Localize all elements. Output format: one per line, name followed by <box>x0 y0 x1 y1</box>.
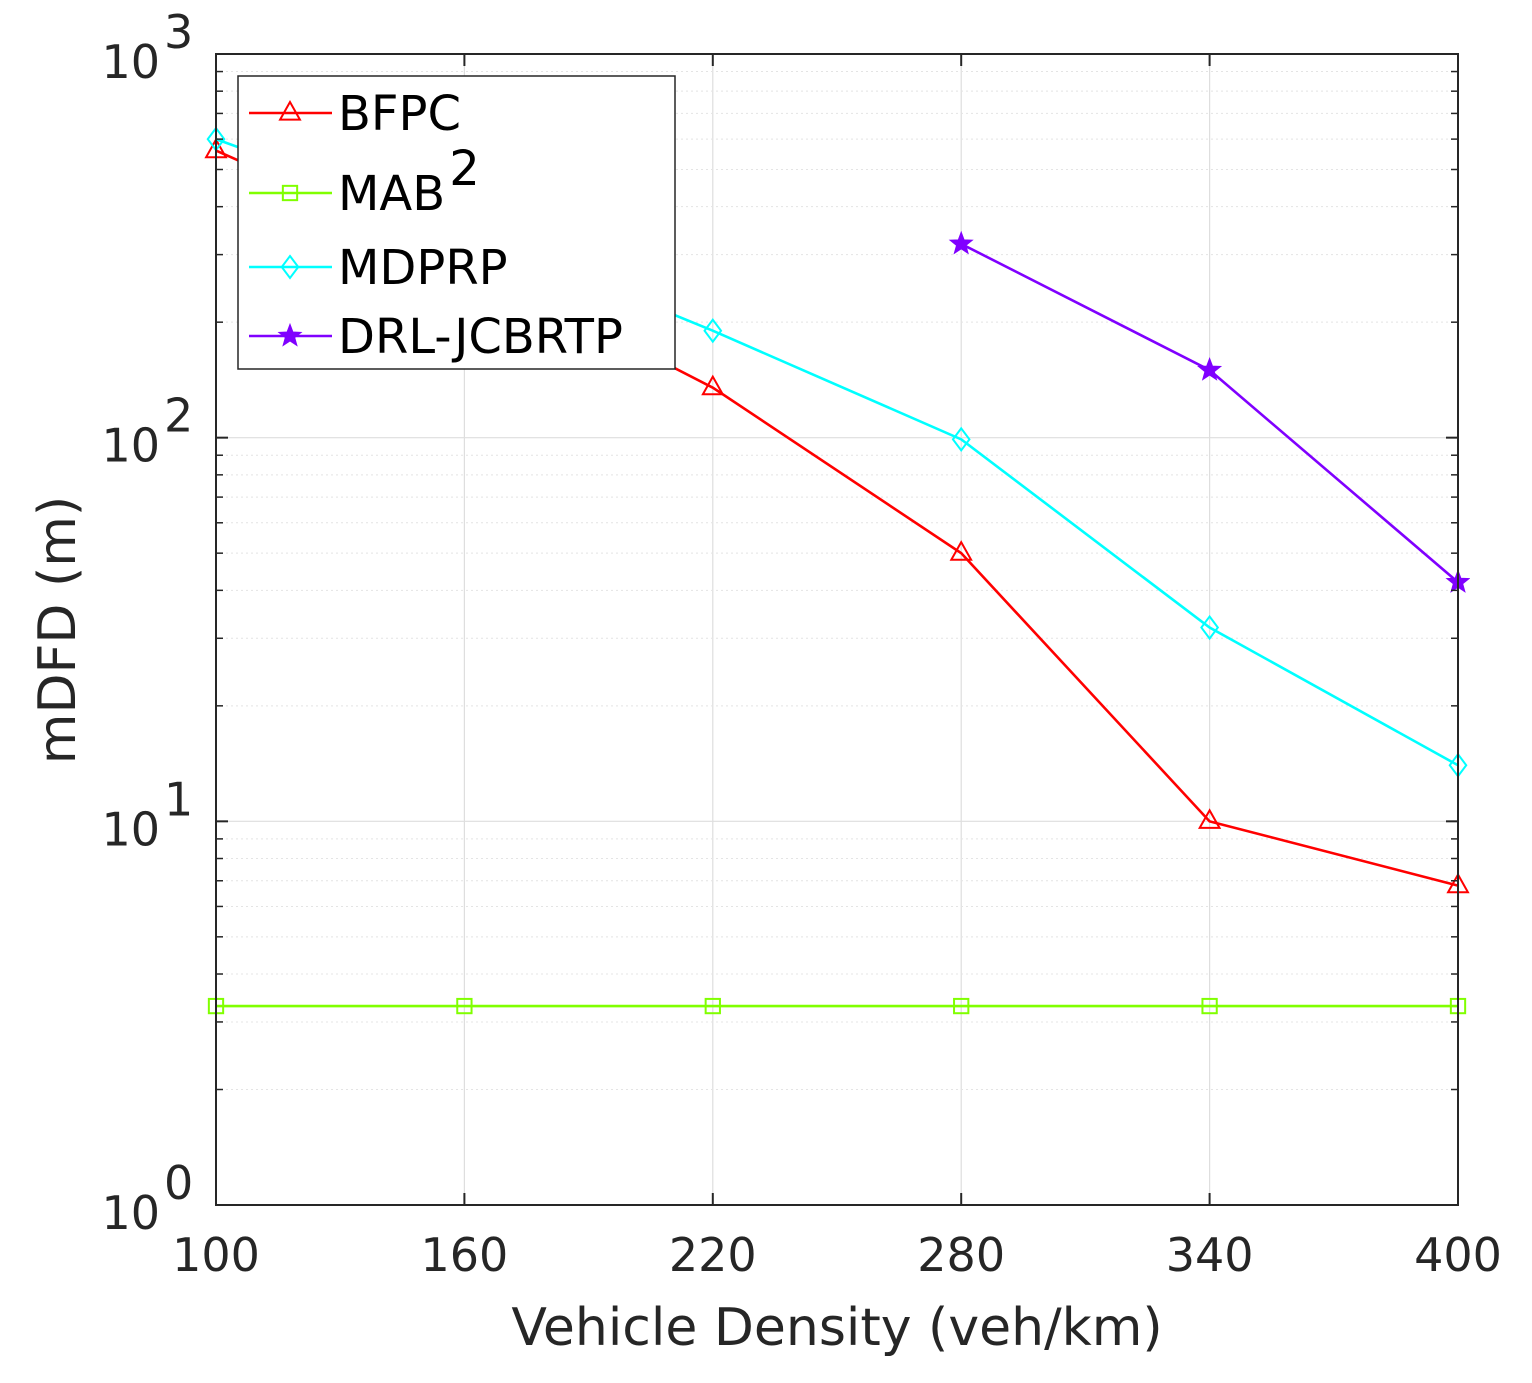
y-tick-exponent: 0 <box>164 1156 193 1210</box>
legend-label: MAB <box>338 166 445 222</box>
legend-item-drl-jcbrtp: DRL-JCBRTP <box>249 309 623 365</box>
data-point <box>701 374 725 396</box>
legend-label: MDPRP <box>338 240 508 296</box>
data-point <box>1197 808 1222 829</box>
data-point <box>456 997 473 1015</box>
y-tick-label: 10 <box>101 802 160 856</box>
legend-label: DRL-JCBRTP <box>338 309 623 365</box>
x-tick-label: 400 <box>1414 1228 1502 1282</box>
legend-box <box>237 75 676 370</box>
x-axis-label: Vehicle Density (veh/km) <box>511 1298 1162 1358</box>
x-tick-label: 160 <box>420 1228 508 1282</box>
data-point <box>703 318 723 344</box>
data-point <box>1200 614 1220 641</box>
legend-item-bfpc: BFPC <box>249 86 461 142</box>
plot-frame <box>215 53 1459 1206</box>
y-tick-exponent: 2 <box>164 389 193 443</box>
data-point <box>949 540 973 561</box>
data-point <box>704 997 721 1015</box>
data-point <box>278 99 302 121</box>
y-axis-label: mDFD (m) <box>28 496 88 764</box>
data-point <box>953 997 970 1015</box>
y-tick-label: 10 <box>101 1186 160 1240</box>
y-tick-label: 10 <box>101 35 160 89</box>
x-tick-label: 100 <box>172 1228 260 1282</box>
series-drl-jcbrtp <box>948 230 1470 593</box>
data-point <box>281 184 299 202</box>
data-point <box>948 230 974 255</box>
legend-item-mab: MAB 2 <box>249 141 480 222</box>
x-tick-label: 220 <box>669 1228 757 1282</box>
x-tick-label: 340 <box>1166 1228 1254 1282</box>
legend-label: BFPC <box>338 86 461 142</box>
data-point <box>1197 356 1223 381</box>
x-tick-label: 280 <box>917 1228 1005 1282</box>
legend-label-superscript: 2 <box>449 141 480 197</box>
data-point <box>280 254 300 280</box>
legend-item-mdprp: MDPRP <box>249 240 508 296</box>
data-point <box>1201 997 1218 1015</box>
y-tick-exponent: 1 <box>164 772 193 826</box>
y-tick-label: 10 <box>101 419 160 473</box>
data-point <box>951 426 971 453</box>
data-point <box>277 322 303 347</box>
y-tick-exponent: 3 <box>164 5 193 59</box>
axis-labels: Vehicle Density (veh/km) mDFD (m) <box>28 496 1163 1358</box>
grid <box>215 54 1459 1206</box>
